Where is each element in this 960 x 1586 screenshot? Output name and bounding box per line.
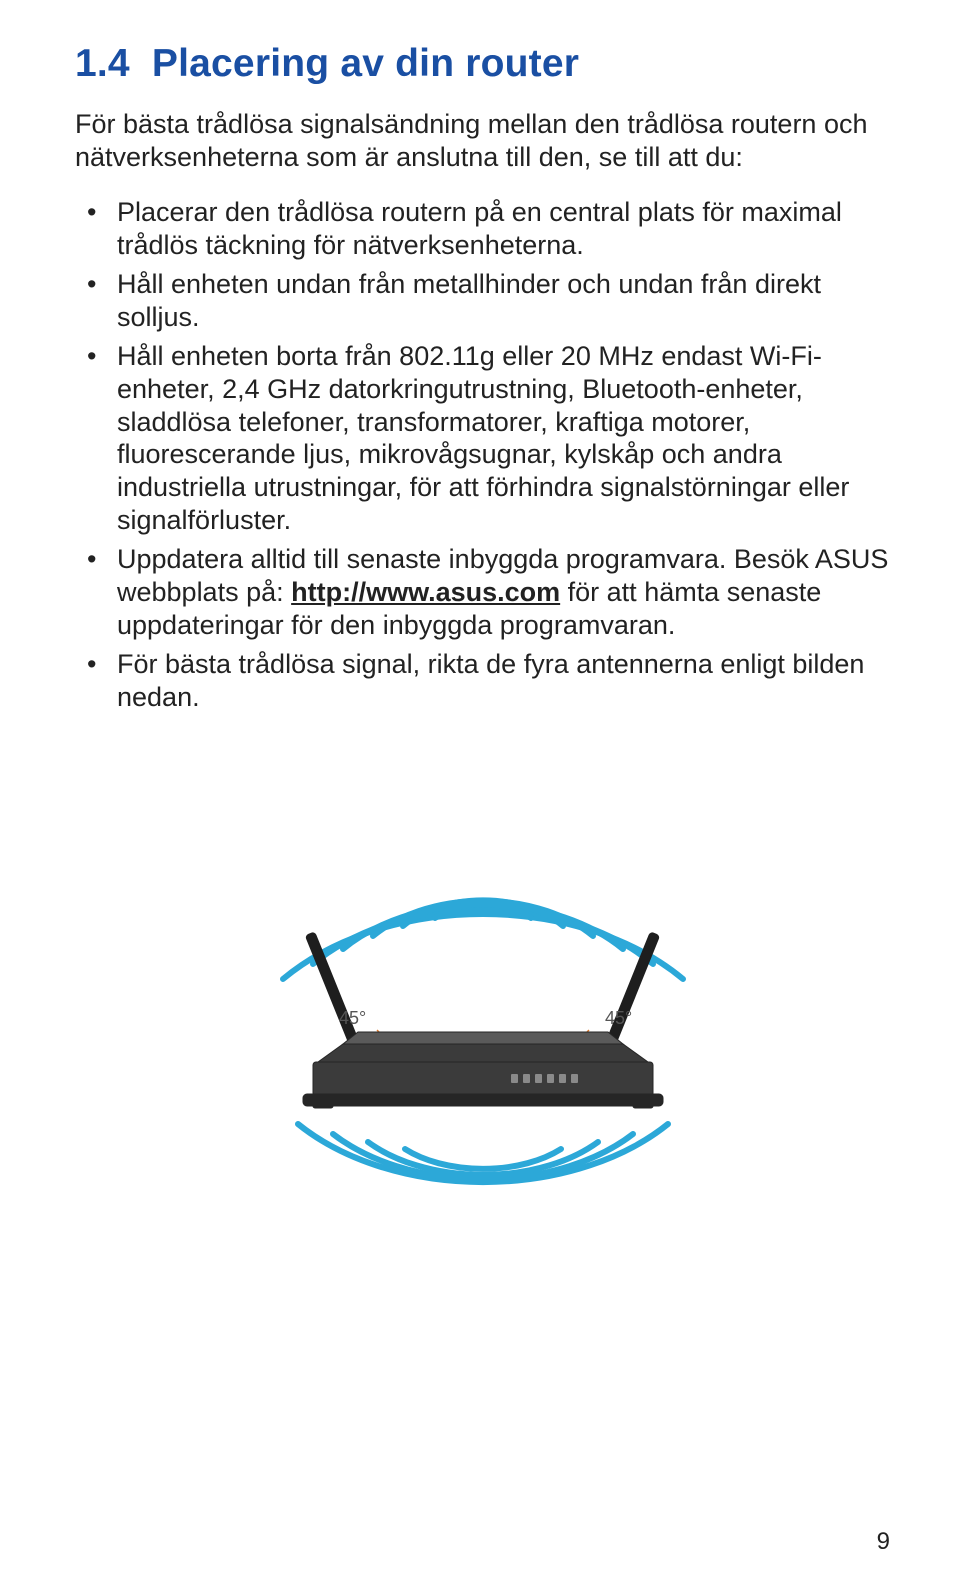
heading-text: Placering av din router	[152, 42, 579, 85]
list-item: För bästa trådlösa signal, rikta de fyra…	[75, 648, 890, 714]
section-heading: 1.4 Placering av din router	[75, 42, 890, 86]
signal-waves-bottom	[298, 1124, 668, 1182]
list-item: Håll enheten undan från metallhinder och…	[75, 268, 890, 334]
router-body	[303, 1032, 663, 1108]
list-item-text: Håll enheten borta från 802.11g eller 20…	[117, 341, 849, 536]
angle-label-left: 45°	[339, 1008, 366, 1028]
list-item-text: För bästa trådlösa signal, rikta de fyra…	[117, 649, 864, 712]
firmware-link[interactable]: http://www.asus.com	[291, 577, 560, 607]
heading-number: 1.4	[75, 42, 130, 85]
list-item: Placerar den trådlösa routern på en cent…	[75, 196, 890, 262]
page-number: 9	[877, 1528, 890, 1556]
bullet-list: Placerar den trådlösa routern på en cent…	[75, 196, 890, 714]
router-diagram: 45° 45°	[163, 754, 803, 1274]
page: 1.4 Placering av din router För bästa tr…	[0, 0, 960, 1586]
list-item: Håll enheten borta från 802.11g eller 20…	[75, 340, 890, 538]
intro-paragraph: För bästa trådlösa signalsändning mellan…	[75, 108, 890, 174]
list-item-text: Håll enheten undan från metallhinder och…	[117, 269, 821, 332]
router-figure-container: 45° 45°	[75, 754, 890, 1274]
list-item: Uppdatera alltid till senaste inbyggda p…	[75, 543, 890, 642]
signal-waves-top	[283, 900, 683, 979]
angle-label-right: 45°	[605, 1008, 632, 1028]
list-item-text: Placerar den trådlösa routern på en cent…	[117, 197, 842, 260]
